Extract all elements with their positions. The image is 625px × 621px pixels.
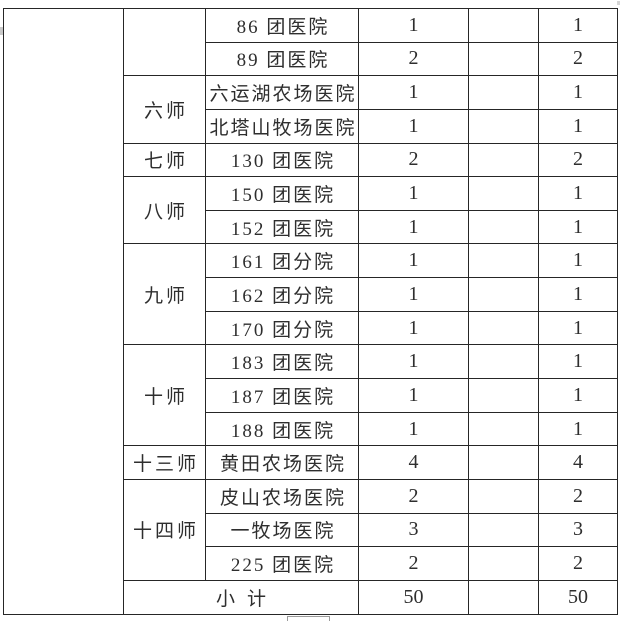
blank-cell bbox=[468, 176, 539, 211]
blank-cell bbox=[468, 344, 539, 380]
facility-cell: 161 团分院 bbox=[205, 243, 359, 279]
table-row: 86 团医院 1 1 bbox=[3, 7, 618, 615]
facility-cell: 86 团医院 bbox=[205, 8, 359, 43]
count-secondary-cell: 1 bbox=[538, 8, 618, 43]
table-row: 十师 183 团医院 1 1 bbox=[4, 344, 618, 447]
blank-cell bbox=[468, 277, 539, 312]
count-secondary-cell: 1 bbox=[538, 209, 618, 245]
blank-cell bbox=[468, 142, 539, 178]
subtotal-count-secondary-cell: 50 bbox=[538, 579, 618, 615]
blank-cell bbox=[468, 243, 539, 279]
blank-cell bbox=[468, 75, 539, 110]
count-primary-cell: 1 bbox=[358, 277, 469, 312]
subtotal-label-cell: 小计 bbox=[123, 579, 359, 615]
division-cell: 十师 bbox=[123, 344, 206, 447]
facility-cell: 225 团医院 bbox=[205, 546, 359, 581]
blank-cell bbox=[468, 478, 539, 514]
count-primary-cell: 3 bbox=[358, 512, 469, 548]
hospital-count-table: 86 团医院 1 1 89 团医院 2 2 六师 六运湖农场医院 1 1 北塔山… bbox=[3, 7, 618, 615]
facility-cell: 六运湖农场医院 bbox=[205, 75, 359, 110]
blank-cell bbox=[468, 108, 539, 144]
facility-cell: 162 团分院 bbox=[205, 277, 359, 312]
division-cell: 六师 bbox=[123, 75, 206, 144]
facility-cell: 89 团医院 bbox=[205, 41, 359, 77]
division-cell: 十三师 bbox=[123, 445, 206, 480]
blank-cell bbox=[468, 8, 539, 43]
count-secondary-cell: 1 bbox=[538, 411, 618, 447]
count-secondary-cell: 2 bbox=[538, 41, 618, 77]
table-row: 八师 150 团医院 1 1 bbox=[4, 176, 618, 245]
count-secondary-cell: 3 bbox=[538, 512, 618, 548]
count-secondary-cell: 2 bbox=[538, 142, 618, 178]
blank-cell bbox=[468, 579, 539, 615]
table-row: 187 团医院 1 1 bbox=[4, 378, 618, 413]
facility-cell: 188 团医院 bbox=[205, 411, 359, 447]
division-cell: 十四师 bbox=[123, 478, 206, 581]
count-primary-cell: 1 bbox=[358, 209, 469, 245]
blank-cell bbox=[468, 411, 539, 447]
count-primary-cell: 1 bbox=[358, 8, 469, 43]
scan-artifact-top-right bbox=[617, 1, 620, 5]
facility-cell: 一牧场医院 bbox=[205, 512, 359, 548]
blank-cell bbox=[468, 41, 539, 77]
table-row: 170 团分院 1 1 bbox=[4, 310, 618, 346]
blank-cell bbox=[468, 512, 539, 548]
count-secondary-cell: 1 bbox=[538, 344, 618, 380]
count-primary-cell: 1 bbox=[358, 108, 469, 144]
count-secondary-cell: 2 bbox=[538, 546, 618, 581]
facility-cell: 黄田农场医院 bbox=[205, 445, 359, 480]
count-primary-cell: 1 bbox=[358, 243, 469, 279]
facility-cell: 170 团分院 bbox=[205, 310, 359, 346]
facility-cell: 152 团医院 bbox=[205, 209, 359, 245]
facility-cell: 187 团医院 bbox=[205, 378, 359, 413]
count-primary-cell: 1 bbox=[358, 176, 469, 211]
facility-cell: 183 团医院 bbox=[205, 344, 359, 380]
count-primary-cell: 1 bbox=[358, 411, 469, 447]
division-cell: 九师 bbox=[123, 243, 206, 346]
count-secondary-cell: 1 bbox=[538, 75, 618, 110]
facility-cell: 130 团医院 bbox=[205, 142, 359, 178]
table-row: 89 团医院 2 2 bbox=[4, 41, 618, 77]
count-primary-cell: 1 bbox=[358, 75, 469, 110]
count-primary-cell: 1 bbox=[358, 310, 469, 346]
count-primary-cell: 2 bbox=[358, 41, 469, 77]
blank-cell bbox=[468, 445, 539, 480]
count-secondary-cell: 2 bbox=[538, 478, 618, 514]
count-secondary-cell: 1 bbox=[538, 108, 618, 144]
blank-cell bbox=[468, 546, 539, 581]
subtotal-count-primary-cell: 50 bbox=[358, 579, 469, 615]
count-secondary-cell: 1 bbox=[538, 176, 618, 211]
count-secondary-cell: 1 bbox=[538, 277, 618, 312]
facility-cell: 北塔山牧场医院 bbox=[205, 108, 359, 144]
scan-artifact-left-tick bbox=[0, 27, 3, 35]
count-primary-cell: 2 bbox=[358, 478, 469, 514]
facility-cell: 150 团医院 bbox=[205, 176, 359, 211]
division-cell: 八师 bbox=[123, 176, 206, 245]
table-row: 北塔山牧场医院 1 1 bbox=[4, 108, 618, 144]
count-primary-cell: 4 bbox=[358, 445, 469, 480]
division-cell bbox=[123, 7, 206, 77]
table-row: 九师 161 团分院 1 1 bbox=[4, 243, 618, 346]
blank-cell bbox=[468, 378, 539, 413]
count-secondary-cell: 4 bbox=[538, 445, 618, 480]
count-secondary-cell: 1 bbox=[538, 378, 618, 413]
subtotal-row: 小计 50 50 bbox=[4, 579, 618, 615]
blank-cell bbox=[468, 310, 539, 346]
count-primary-cell: 2 bbox=[358, 546, 469, 581]
count-secondary-cell: 1 bbox=[538, 243, 618, 279]
count-primary-cell: 1 bbox=[358, 378, 469, 413]
division-cell: 七师 bbox=[123, 142, 206, 178]
left-merged-empty-cell bbox=[3, 8, 124, 615]
blank-cell bbox=[468, 209, 539, 245]
count-primary-cell: 2 bbox=[358, 142, 469, 178]
table-row: 七师 130 团医院 2 2 bbox=[4, 142, 618, 178]
page-number-box-partial bbox=[287, 616, 330, 621]
count-secondary-cell: 1 bbox=[538, 310, 618, 346]
facility-cell: 皮山农场医院 bbox=[205, 478, 359, 514]
count-primary-cell: 1 bbox=[358, 344, 469, 380]
table-row: 六师 六运湖农场医院 1 1 bbox=[4, 75, 618, 144]
